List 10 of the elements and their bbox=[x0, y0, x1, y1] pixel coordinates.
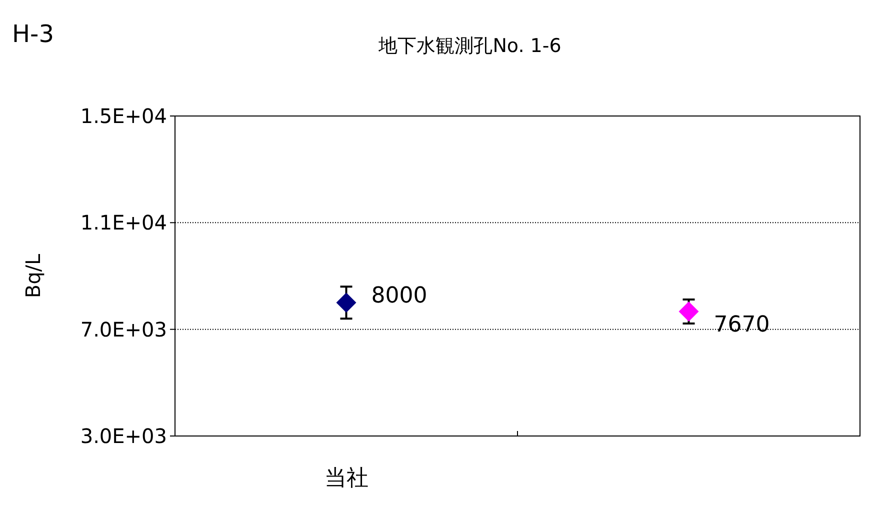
y-tick-label: 3.0E+03 bbox=[80, 424, 167, 448]
data-label: 8000 bbox=[371, 284, 428, 309]
y-tick-label: 1.5E+04 bbox=[80, 104, 167, 128]
y-tick-label: 1.1E+04 bbox=[80, 210, 167, 235]
x-tick-label: 当社 bbox=[324, 466, 368, 491]
data-label: 7670 bbox=[714, 312, 770, 338]
chart-title: 地下水観測孔No. 1-6 bbox=[378, 35, 562, 57]
y-axis-title: Bq/L bbox=[21, 252, 45, 298]
text: H-3 bbox=[12, 20, 54, 48]
y-tick-label: 7.0E+03 bbox=[80, 317, 167, 342]
